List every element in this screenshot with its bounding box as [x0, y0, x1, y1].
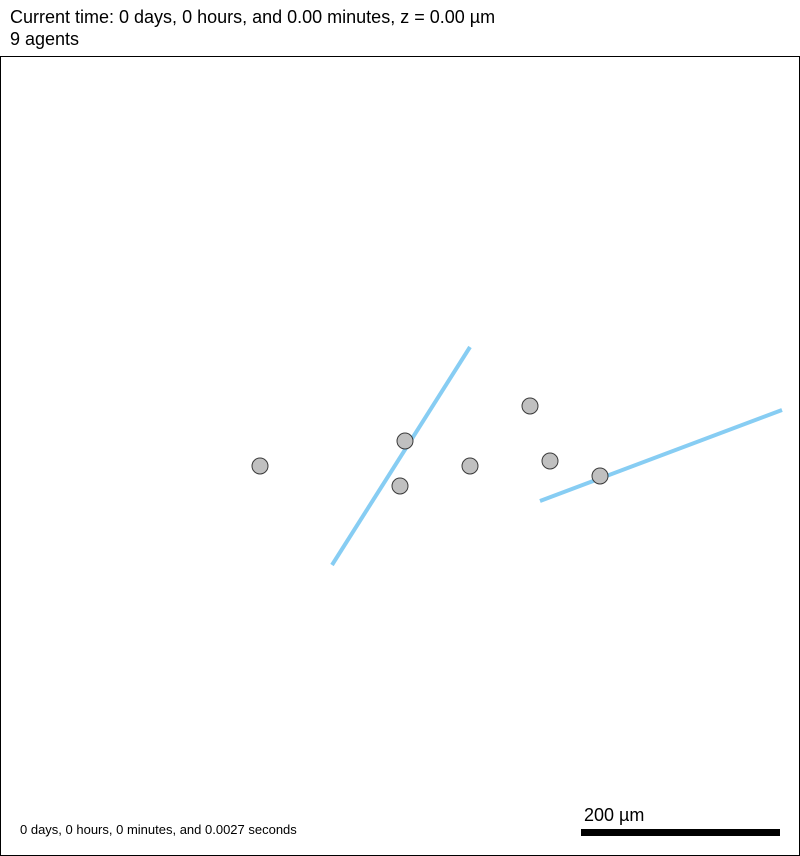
cell-agent: [251, 457, 269, 475]
cell-agent: [541, 452, 559, 470]
cell-agent: [591, 467, 609, 485]
cell-agent: [396, 432, 414, 450]
scale-bar-label: 200 µm: [584, 805, 645, 825]
cell-agent: [391, 477, 409, 495]
current-time-text: Current time: 0 days, 0 hours, and 0.00 …: [10, 7, 496, 27]
agent-count-text: 9 agents: [10, 29, 80, 49]
fiber-agent: [330, 345, 472, 567]
cell-agent: [461, 457, 479, 475]
fiber-agent: [539, 408, 783, 503]
scale-bar: [581, 829, 780, 836]
cell-agent: [521, 397, 539, 415]
elapsed-time-text: 0 days, 0 hours, 0 minutes, and 0.0027 s…: [20, 822, 297, 837]
simulation-header: Current time: 0 days, 0 hours, and 0.00 …: [10, 6, 495, 50]
